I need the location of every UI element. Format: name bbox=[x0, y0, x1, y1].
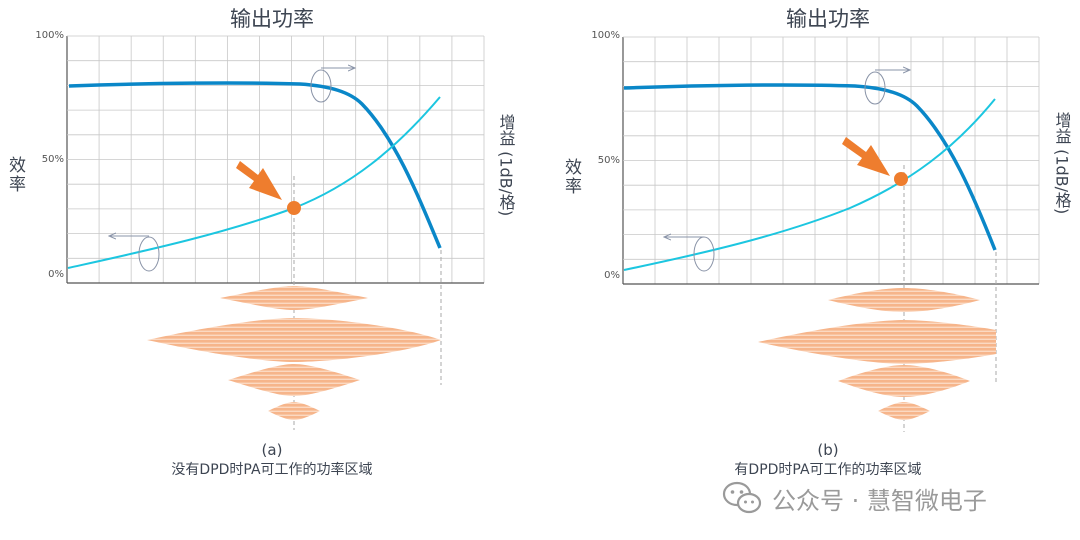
watermark-text: 公众号 · 慧智微电子 bbox=[772, 486, 987, 515]
tick-50: 50% bbox=[42, 154, 64, 165]
operating-point-arrow-icon bbox=[842, 137, 890, 176]
gain-curve-indicator-icon bbox=[864, 71, 886, 105]
right-axis-label: 增益 (1dB/格) bbox=[1053, 112, 1072, 214]
watermark: 公众号 · 慧智微电子 bbox=[722, 478, 987, 518]
operating-point-marker bbox=[287, 201, 301, 215]
caption-text: 没有DPD时PA可工作的功率区域 bbox=[171, 461, 372, 478]
signal-envelope bbox=[758, 288, 996, 420]
tick-50: 50% bbox=[598, 155, 620, 166]
operating-point-marker bbox=[894, 172, 908, 186]
y-axis-label: 效率 bbox=[5, 156, 26, 194]
operating-point-arrow-icon bbox=[236, 161, 282, 200]
right-axis-label: 增益 (1dB/格) bbox=[497, 114, 516, 216]
gain-curve-indicator-icon bbox=[310, 69, 332, 103]
y-axis-ticks: 100% 50% 0% bbox=[35, 30, 64, 280]
panel-title: 输出功率 bbox=[230, 7, 314, 31]
efficiency-curve-indicator-icon bbox=[138, 236, 160, 272]
signal-envelope bbox=[147, 286, 441, 420]
caption-letter: (b) bbox=[817, 441, 838, 459]
caption-letter: (a) bbox=[262, 441, 283, 459]
y-axis-ticks: 100% 50% 0% bbox=[591, 30, 620, 281]
panel-title: 输出功率 bbox=[786, 7, 870, 31]
tick-0: 0% bbox=[604, 270, 620, 281]
grid bbox=[66, 35, 485, 284]
panel-b: 输出功率 100% 50% 0% 效率 增益 (1dB/格) (b) 有DPD时… bbox=[561, 7, 1072, 478]
panel-a: 输出功率 100% 50% 0% 效率 增益 (1dB/格) ( bbox=[5, 7, 516, 478]
tick-100: 100% bbox=[35, 30, 64, 41]
efficiency-curve bbox=[623, 98, 996, 271]
caption-text: 有DPD时PA可工作的功率区域 bbox=[734, 461, 921, 478]
gain-curve bbox=[623, 83, 997, 251]
gain-curve bbox=[68, 81, 442, 249]
tick-100: 100% bbox=[591, 30, 620, 41]
y-axis-label: 效率 bbox=[561, 158, 582, 196]
wechat-icon bbox=[722, 481, 762, 514]
tick-0: 0% bbox=[48, 269, 64, 280]
grid bbox=[622, 36, 1040, 285]
